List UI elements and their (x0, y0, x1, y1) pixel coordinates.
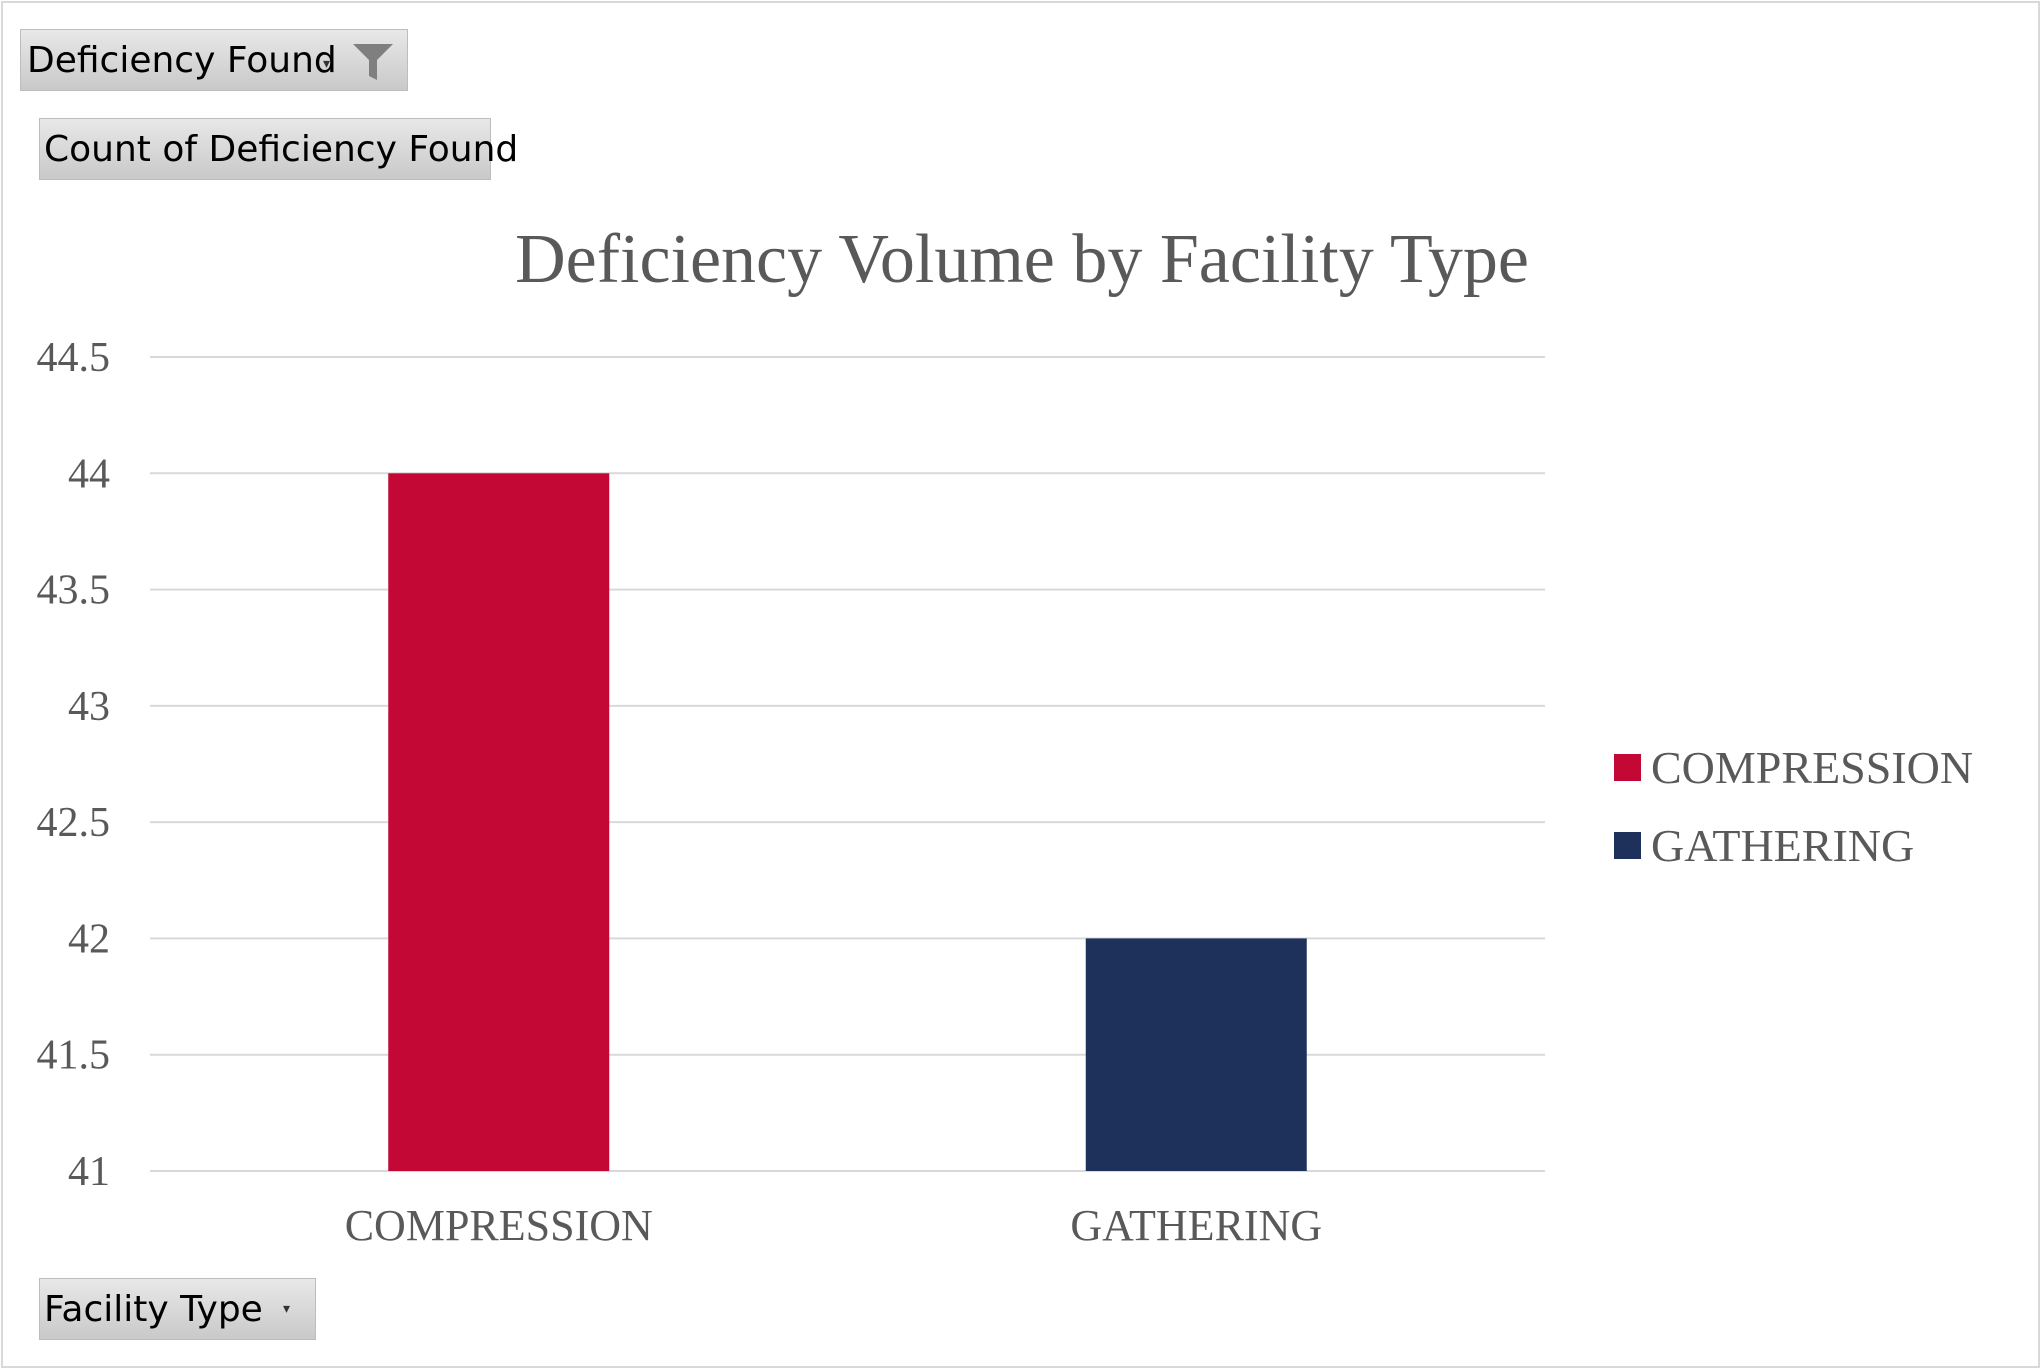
legend-item-gathering: GATHERING (1614, 806, 1973, 884)
y-tick-label: 44 (68, 451, 110, 497)
legend-swatch-gathering (1614, 831, 1641, 859)
value-field-label: Count of Deficiency Found (44, 128, 519, 170)
bar-compression (388, 473, 610, 1171)
legend-label-gathering: GATHERING (1651, 819, 1915, 871)
gridlines (150, 356, 1545, 1172)
dropdown-arrow-icon: ▾ (283, 1301, 291, 1317)
filter-field-label: Deficiency Found (27, 39, 337, 81)
x-tick-label: COMPRESSION (345, 1201, 653, 1250)
x-tick-label: GATHERING (1070, 1201, 1322, 1250)
y-tick-label: 44.5 (37, 335, 111, 381)
dropdown-arrow-icon: ▾ (323, 56, 331, 72)
bar-gathering (1085, 938, 1307, 1171)
y-tick-label: 42.5 (37, 800, 111, 846)
x-axis-ticks: COMPRESSION GATHERING (345, 1201, 1322, 1250)
y-axis-ticks: 44.5 44 43.5 43 42.5 42 41.5 41 (37, 335, 111, 1195)
bars (388, 473, 1307, 1171)
y-tick-label: 41.5 (37, 1033, 111, 1079)
y-tick-label: 43.5 (37, 568, 111, 614)
y-tick-label: 43 (68, 684, 110, 730)
count-of-deficiency-found-value-button[interactable]: Count of Deficiency Found (39, 118, 518, 180)
chart-legend: COMPRESSION GATHERING (1614, 728, 1973, 884)
axis-field-label: Facility Type (44, 1288, 263, 1330)
y-tick-label: 41 (68, 1149, 110, 1195)
legend-item-compression: COMPRESSION (1614, 728, 1973, 806)
legend-swatch-compression (1614, 753, 1641, 781)
facility-type-axis-button[interactable]: Facility Type ▾ (39, 1278, 316, 1340)
y-tick-label: 42 (68, 916, 110, 962)
chart-title: Deficiency Volume by Facility Type (515, 221, 1529, 298)
deficiency-found-filter-button[interactable]: Deficiency Found ▾ (20, 29, 408, 91)
legend-label-compression: COMPRESSION (1651, 741, 1974, 793)
funnel-filter-icon (353, 44, 393, 80)
